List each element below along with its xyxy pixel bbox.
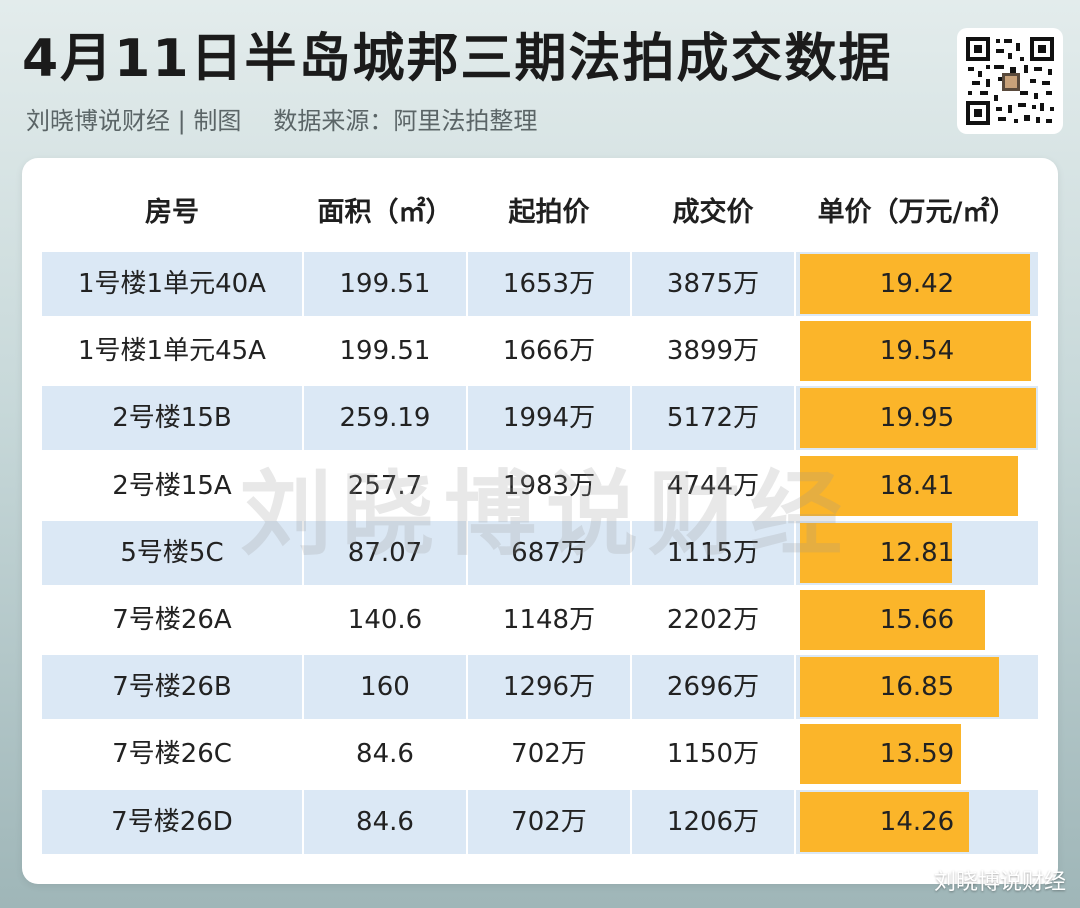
cell-start-price: 1148万 (502, 605, 596, 635)
cell-deal-price: 2696万 (632, 655, 794, 720)
cell-area: 257.7 (347, 470, 423, 501)
unit-price-bar (800, 791, 969, 852)
cell-area: 84.6 (356, 739, 414, 770)
cell-area: 259.19 (304, 386, 466, 451)
cell-deal-price: 2202万 (666, 605, 760, 635)
cell-unit-price: 12.81 (796, 520, 1038, 585)
unit-price-value: 16.85 (879, 672, 955, 703)
cell-start-price: 1994万 (468, 386, 630, 451)
unit-price-value: 15.66 (879, 605, 955, 635)
data-source: 数据来源：阿里法拍整理 (273, 107, 538, 135)
cell-area: 199.51 (339, 336, 431, 367)
unit-price-value: 12.81 (879, 537, 955, 568)
cell-room: 7号楼26B (42, 655, 302, 720)
unit-price-bar (800, 522, 952, 583)
cell-deal-price: 5172万 (632, 386, 794, 451)
unit-price-value: 19.42 (879, 269, 955, 299)
qr-code-icon[interactable] (957, 28, 1063, 134)
unit-price-value: 19.54 (879, 336, 955, 367)
cell-deal-price: 3875万 (632, 252, 794, 316)
column-header-deal-price: 成交价 (672, 197, 754, 228)
cell-unit-price: 13.59 (796, 722, 1038, 786)
cell-start-price: 1983万 (502, 470, 596, 501)
unit-price-bar (800, 657, 1000, 718)
cell-start-price: 1296万 (468, 655, 630, 720)
cell-unit-price: 19.54 (796, 319, 1038, 383)
table-row: 7号楼26C 84.6 702万 1150万 13.59 (42, 722, 1038, 786)
cell-deal-price: 1150万 (666, 739, 760, 770)
unit-price-value: 13.59 (879, 739, 955, 770)
cell-room: 7号楼26C (112, 739, 232, 770)
cell-start-price: 1666万 (502, 336, 596, 367)
column-header-room: 房号 (145, 197, 199, 228)
cell-room: 1号楼1单元40A (42, 252, 302, 316)
table-row: 5号楼5C 87.07 687万 1115万 12.81 (42, 520, 1038, 585)
cell-deal-price: 1115万 (632, 520, 794, 585)
unit-price-value: 14.26 (879, 806, 955, 837)
cell-deal-price: 4744万 (666, 470, 760, 501)
unit-price-value: 19.95 (879, 403, 955, 434)
qr-code-graphic (964, 35, 1056, 127)
cell-area: 84.6 (304, 789, 466, 854)
unit-price-bar (800, 388, 1036, 449)
unit-price-bar (800, 590, 986, 650)
cell-room: 5号楼5C (42, 520, 302, 585)
cell-room: 7号楼26A (112, 605, 232, 635)
cell-area: 199.51 (304, 252, 466, 316)
data-table-card: 房号 面积（㎡） 起拍价 成交价 单价（万元/㎡） 1号楼1单元40A 199.5… (22, 158, 1058, 884)
unit-price-bar (800, 455, 1018, 516)
cell-unit-price: 14.26 (796, 789, 1038, 854)
corner-watermark: 刘晓博说财经 (933, 870, 1066, 895)
table-row: 2号楼15B 259.19 1994万 5172万 19.95 (42, 386, 1038, 451)
table-row: 1号楼1单元45A 199.51 1666万 3899万 19.54 (42, 319, 1038, 383)
cell-room: 7号楼26D (42, 789, 302, 854)
cell-unit-price: 16.85 (796, 655, 1038, 720)
cell-area: 87.07 (304, 520, 466, 585)
cell-unit-price: 15.66 (796, 588, 1038, 652)
cell-room: 1号楼1单元45A (78, 336, 266, 367)
cell-unit-price: 19.95 (796, 386, 1038, 451)
table-row: 7号楼26A 140.6 1148万 2202万 15.66 (42, 588, 1038, 652)
subtitle: 刘晓博说财经 | 制图 数据来源：阿里法拍整理 (26, 104, 537, 138)
column-header-unit-price: 单价（万元/㎡） (817, 197, 1017, 228)
cell-deal-price: 1206万 (632, 789, 794, 854)
table-row: 2号楼15A 257.7 1983万 4744万 18.41 (42, 454, 1038, 518)
author-credit: 刘晓博说财经 | 制图 (26, 107, 242, 135)
chart-title: 4月11日半岛城邦三期法拍成交数据 (22, 29, 893, 89)
unit-price-bar (800, 321, 1032, 382)
cell-start-price: 702万 (468, 789, 630, 854)
table-row: 7号楼26D 84.6 702万 1206万 14.26 (42, 789, 1038, 854)
cell-start-price: 702万 (511, 739, 587, 770)
cell-area: 160 (304, 655, 466, 720)
cell-deal-price: 3899万 (666, 336, 760, 367)
table-row: 7号楼26B 160 1296万 2696万 16.85 (42, 655, 1038, 720)
cell-area: 140.6 (347, 605, 423, 635)
table-row: 1号楼1单元40A 199.51 1653万 3875万 19.42 (42, 252, 1038, 316)
unit-price-value: 18.41 (879, 470, 955, 501)
cell-room: 2号楼15B (42, 386, 302, 451)
column-header-area: 面积（㎡） (317, 197, 453, 228)
cell-room: 2号楼15A (112, 470, 232, 501)
cell-unit-price: 18.41 (796, 454, 1038, 518)
unit-price-bar (800, 254, 1030, 314)
cell-start-price: 687万 (468, 520, 630, 585)
cell-start-price: 1653万 (468, 252, 630, 316)
column-header-start-price: 起拍价 (508, 197, 590, 228)
unit-price-bar (800, 724, 961, 785)
cell-unit-price: 19.42 (796, 252, 1038, 316)
